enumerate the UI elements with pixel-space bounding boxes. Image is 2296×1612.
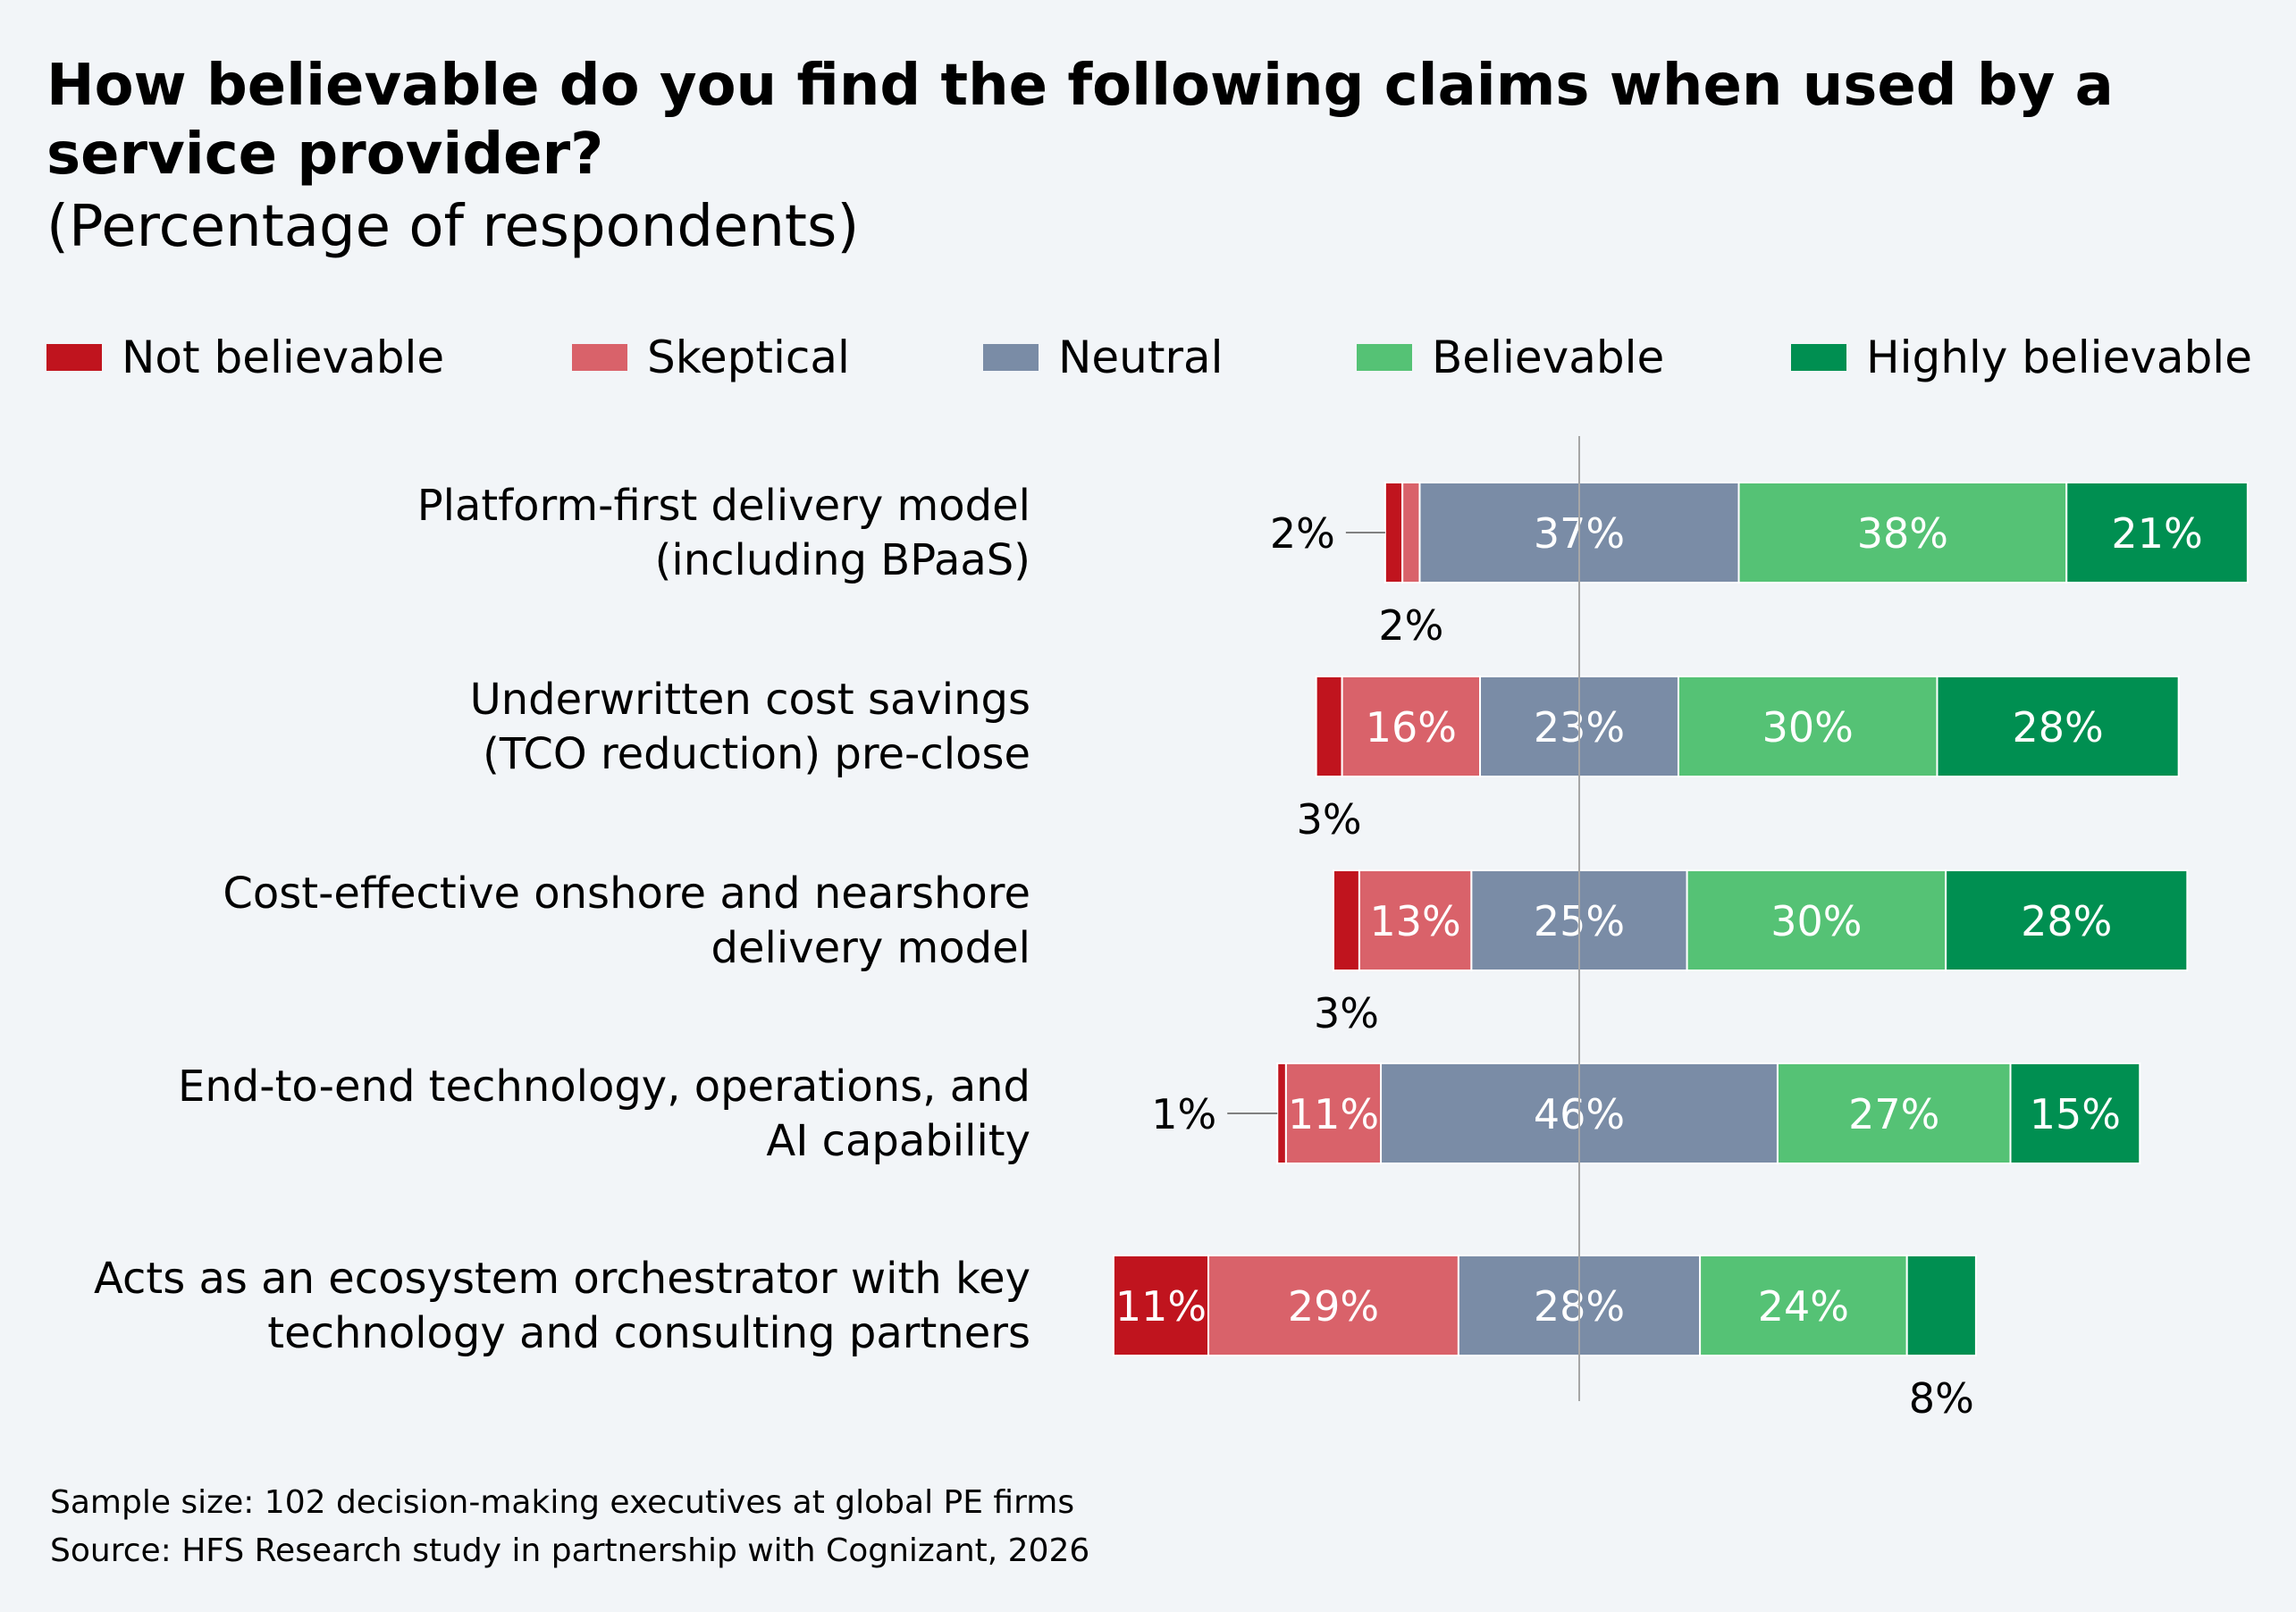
chart-canvas: Platform-first delivery model (including … [94,436,2249,1423]
data-label: 38% [1857,509,1948,558]
data-label: 3% [1314,989,1379,1037]
legend-label: Neutral [1058,332,1224,383]
bar-segment-highly-believable [1945,869,2189,971]
legend-item-not-believable: Not believable [46,331,444,384]
bar-segment-skeptical [1358,869,1473,971]
bar-segment-believable [1677,676,1939,777]
legend: Not believable Skeptical Neutral Believable… [0,331,2296,384]
bar-segment-highly-believable [2009,1062,2141,1164]
category-label: Underwritten cost savings (TCO reduction)… [470,675,1030,779]
bar-segment-not-believable [1383,482,1404,584]
legend-label: Not believable [122,332,445,383]
legend-swatch [46,344,102,371]
data-label: 21% [2111,509,2202,558]
bar-segment-skeptical [1341,676,1482,777]
data-label: 28% [2021,897,2112,945]
legend-item-neutral: Neutral [983,331,1224,384]
sample-size-note: Sample size: 102 decision-making executi… [50,1484,1075,1521]
legend-item-skeptical: Skeptical [572,331,850,384]
bar-segment-not-believable [1276,1062,1287,1164]
legend-swatch [1357,344,1412,371]
data-label: 29% [1288,1282,1379,1331]
source-note: Source: HFS Research study in partnershi… [50,1532,1090,1569]
bar-segment-skeptical [1401,482,1421,584]
legend-label: Skeptical [647,332,850,383]
data-label: 30% [1762,703,1854,751]
data-label: 16% [1366,703,1457,751]
bar-segment-not-believable [1332,869,1360,971]
data-label: 30% [1770,897,1862,945]
category-label: End-to-end technology, operations, and AI… [178,1062,1030,1166]
bar-segment-not-believable [1315,676,1343,777]
data-label: 11% [1288,1090,1379,1138]
data-label: 15% [2030,1090,2121,1138]
data-label: 27% [1848,1090,1939,1138]
legend-swatch [1791,344,1846,371]
data-label: 13% [1370,897,1461,945]
bar-segment-believable [1699,1255,1908,1356]
data-label: 2% [1378,601,1443,650]
legend-item-believable: Believable [1357,331,1664,384]
bar-segment-highly-believable [1936,676,2180,777]
category-label: Platform-first delivery model (including … [417,481,1030,585]
chart-title: How believable do you find the following… [46,53,2114,188]
data-label: 8% [1909,1374,1974,1423]
data-label: 28% [2012,703,2103,751]
bar-segment-believable [1737,482,2068,584]
chart-subtitle: (Percentage of respondents) [46,194,860,260]
legend-item-highly-believable: Highly believable [1791,331,2252,384]
bar-segment-highly-believable [2065,482,2249,584]
bar-segment-not-believable [1112,1255,1210,1356]
legend-label: Believable [1432,332,1665,383]
bar-segment-believable [1776,1062,2012,1164]
legend-swatch [983,344,1039,371]
legend-label: Highly believable [1866,332,2252,383]
data-label: 24% [1758,1282,1849,1331]
bar-segment-believable [1686,869,1947,971]
bar-segment-skeptical [1207,1255,1459,1356]
data-label: 3% [1297,795,1362,844]
category-label: Acts as an ecosystem orchestrator with k… [94,1254,1030,1358]
data-label: 2% [1270,509,1335,558]
bar-segment-skeptical [1284,1062,1383,1164]
legend-swatch [572,344,627,371]
category-label: Cost-effective onshore and nearshore deli… [223,869,1030,973]
footnotes: Sample size: 102 decision-making executi… [50,1479,1089,1575]
data-label: 11% [1115,1282,1207,1331]
data-label: 1% [1151,1090,1216,1138]
bar-segment-highly-believable [1905,1255,1977,1356]
